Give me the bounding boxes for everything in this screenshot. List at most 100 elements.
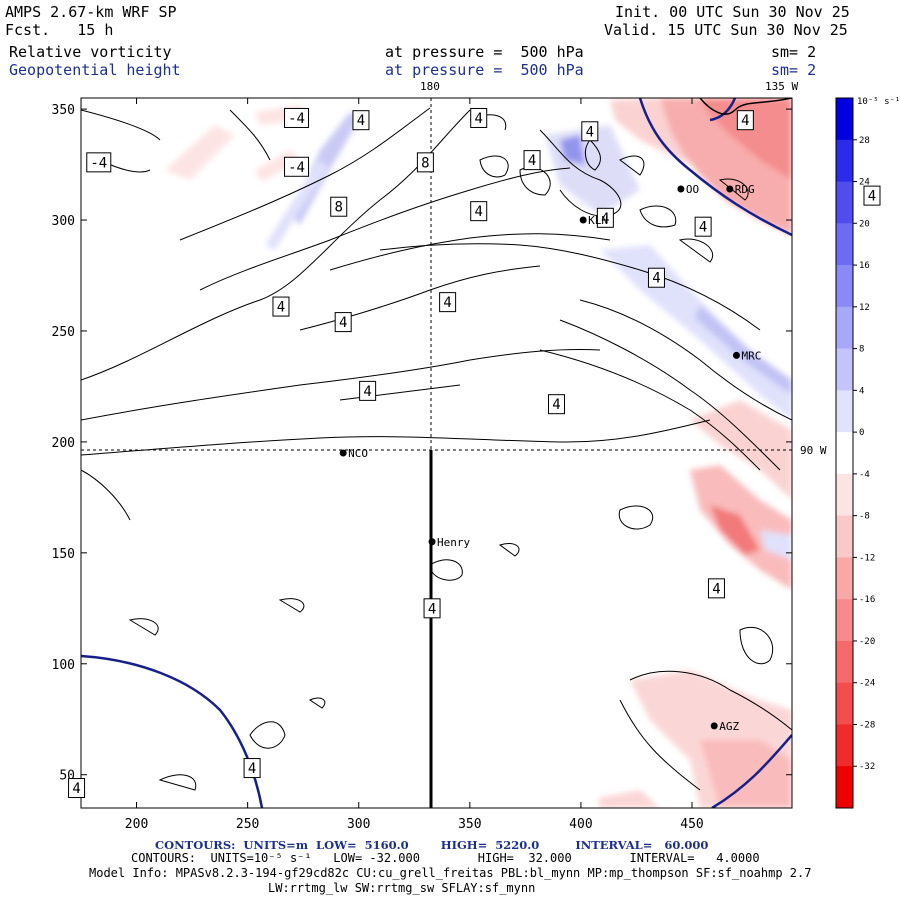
svg-text:4: 4 [357, 113, 365, 129]
svg-text:4: 4 [712, 581, 720, 597]
svg-text:4: 4 [586, 124, 594, 140]
colorbar-label: 4 [859, 386, 864, 396]
svg-text:4: 4 [428, 601, 436, 617]
contour-label: 8 [416, 152, 434, 173]
colorbar-label: -8 [859, 512, 870, 522]
contour-label: 4 [334, 312, 352, 333]
contour-label: 4 [68, 778, 86, 799]
valid-time: Valid. 15 UTC Sun 30 Nov 25 [604, 21, 848, 39]
colorbar-label: -28 [859, 720, 875, 730]
field-1-name: Relative vorticity [9, 43, 172, 61]
contour-label: 4 [439, 292, 457, 313]
svg-text:-4: -4 [288, 160, 305, 176]
colorbar-label: -32 [859, 762, 875, 772]
stations: NCO Henry KLN RDG MRC AGZ OO [339, 183, 761, 733]
colorbar-label: 0 [859, 428, 864, 438]
contour-label: 4 [581, 121, 599, 142]
svg-text:4: 4 [363, 384, 371, 400]
svg-text:8: 8 [335, 200, 343, 216]
contour-label: -4 [284, 107, 310, 128]
station-agz: AGZ [710, 720, 739, 733]
contour-label: 4 [547, 394, 565, 415]
x-tick-label: 250 [236, 817, 259, 832]
contour-label: 8 [330, 196, 348, 217]
contour-label: 4 [647, 267, 665, 288]
field-1-pressure: at pressure = 500 hPa [385, 43, 584, 61]
svg-text:4: 4 [474, 204, 482, 220]
svg-text:4: 4 [601, 211, 609, 227]
svg-text:OO: OO [686, 183, 699, 196]
colorbar-swatch [836, 348, 853, 391]
contour-label: 4 [863, 185, 881, 206]
colorbar-swatch [836, 306, 853, 350]
x-tick-label: 350 [458, 817, 481, 832]
colorbar-swatch [836, 473, 853, 517]
svg-text:4: 4 [474, 111, 482, 127]
x-tick-label: 400 [569, 817, 592, 832]
lon-label-135w: 135 W [765, 80, 799, 93]
svg-text:RDG: RDG [735, 183, 755, 196]
vorticity-shading [81, 98, 792, 808]
contour-label: 4 [470, 201, 488, 222]
lat-label-90w: 90 W [800, 444, 827, 457]
svg-text:4: 4 [72, 781, 80, 797]
field-2-smoothing: sm= 2 [771, 61, 817, 79]
contour-label: 4 [243, 758, 261, 779]
contour-label: 4 [352, 110, 370, 131]
contour-label: 4 [694, 216, 712, 237]
station-kln: KLN [579, 214, 608, 227]
colorbar-label: 20 [859, 219, 870, 229]
colorbar-swatch [836, 682, 853, 725]
x-tick-label: 200 [125, 817, 148, 832]
colorbar-swatch [836, 766, 853, 809]
svg-text:NCO: NCO [348, 447, 368, 460]
contour-label: -4 [86, 152, 112, 173]
svg-text:Henry: Henry [437, 536, 470, 549]
svg-text:MRC: MRC [741, 349, 761, 362]
contour-label: 4 [470, 107, 488, 128]
model-info: Model Info: MPASv8.2.3-194-gf29cd82c CU:… [89, 866, 812, 880]
station-rdg: RDG [726, 183, 755, 196]
colorbar-label: 16 [859, 261, 870, 271]
svg-text:AGZ: AGZ [719, 720, 739, 733]
svg-text:KLN: KLN [588, 214, 608, 227]
svg-text:4: 4 [652, 271, 660, 287]
svg-text:4: 4 [552, 397, 560, 413]
colorbar-label: -12 [859, 553, 875, 563]
svg-text:4: 4 [248, 761, 256, 777]
colorbar-swatch [836, 432, 853, 475]
forecast-hour: Fcst. 15 h [5, 21, 114, 39]
colorbar-swatch [836, 724, 853, 767]
station-henry: Henry [428, 536, 471, 549]
colorbar-label: -24 [859, 679, 875, 689]
colorbar-label: -4 [859, 470, 870, 480]
model-info-2: LW:rrtmg_lw SW:rrtmg_sw SFLAY:sf_mynn [268, 881, 536, 895]
y-tick-label: 150 [52, 547, 75, 562]
y-tick-label: 100 [52, 658, 75, 673]
field-2-pressure: at pressure = 500 hPa [385, 61, 584, 79]
y-tick-label: 350 [52, 103, 75, 118]
svg-text:4: 4 [699, 220, 707, 236]
svg-text:4: 4 [741, 113, 749, 129]
contour-label: 4 [707, 578, 725, 599]
colorbar-swatch [836, 557, 853, 600]
svg-text:4: 4 [528, 153, 536, 169]
y-tick-label: 200 [52, 436, 75, 451]
colorbar-label: -16 [859, 595, 875, 605]
colorbar-label: 24 [859, 178, 870, 188]
colorbar: 10⁻⁵ s⁻¹ 28 24 20 16 12 8 4 0 -4 -8 -12 -16 -20 -24 -28… [835, 97, 900, 809]
x-tick-label: 450 [680, 817, 703, 832]
field-2-name: Geopotential height [9, 61, 181, 79]
svg-text:4: 4 [339, 315, 347, 331]
contour-label: 4 [523, 150, 541, 171]
station-oo: OO [677, 183, 699, 196]
svg-text:4: 4 [443, 295, 451, 311]
colorbar-label: 12 [859, 303, 870, 313]
contour-label: 4 [596, 207, 614, 228]
svg-text:8: 8 [421, 155, 429, 171]
x-tick-label: 300 [347, 817, 370, 832]
contour-label: 4 [423, 598, 441, 619]
colorbar-swatch [836, 515, 853, 558]
colorbar-swatch [836, 98, 853, 141]
